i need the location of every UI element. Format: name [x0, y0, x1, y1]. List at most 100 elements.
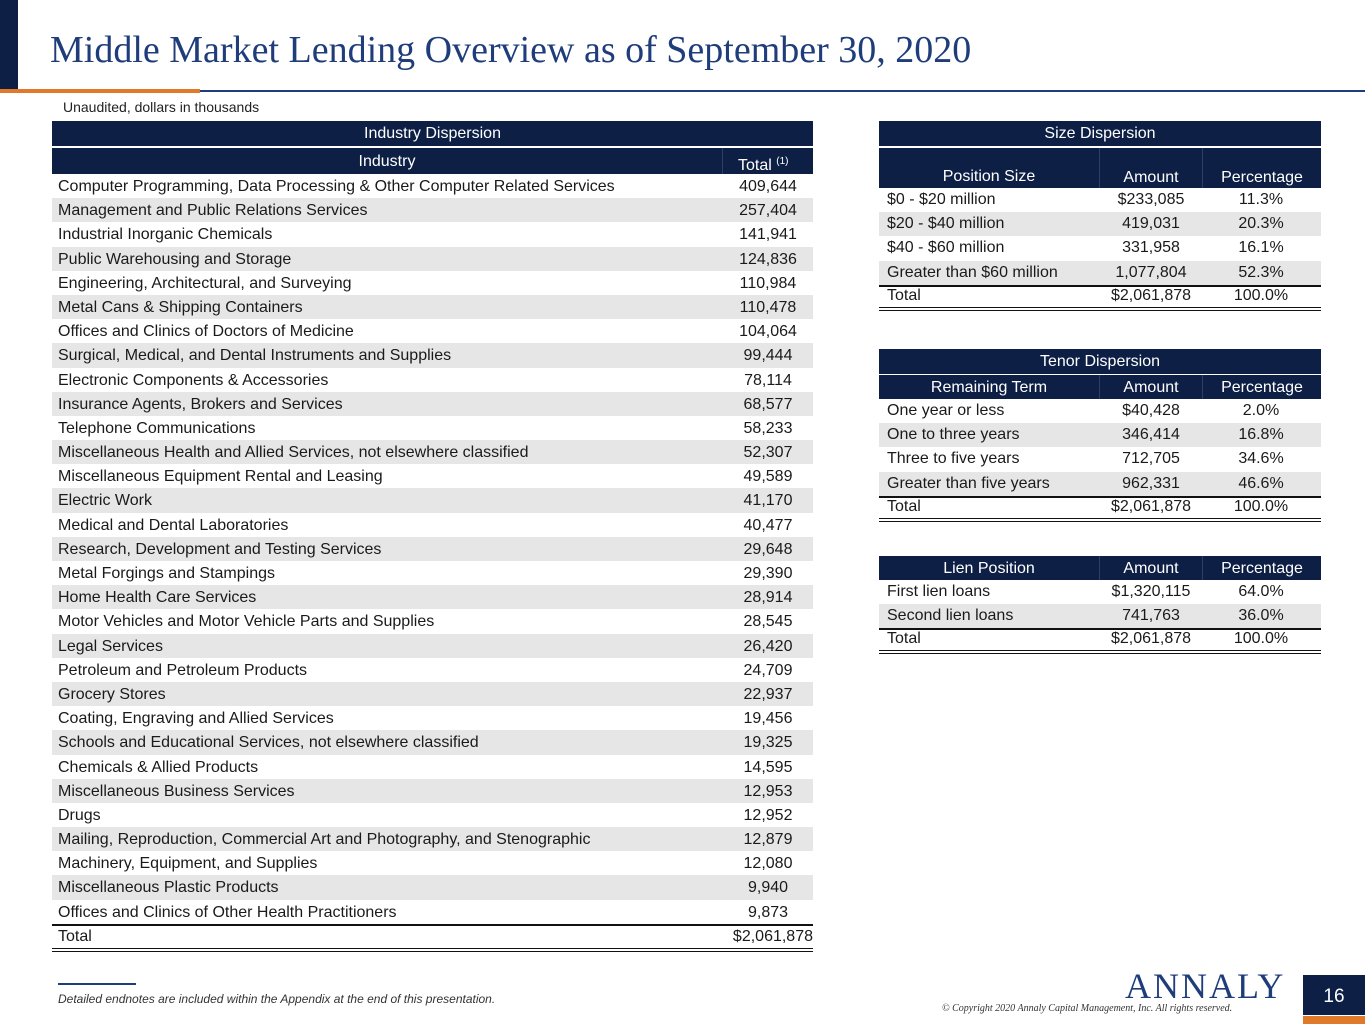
tenor-cell-percentage: 34.6% [1238, 450, 1284, 468]
industry-name: Petroleum and Petroleum Products [58, 661, 308, 679]
tenor-cell-percentage: 2.0% [1242, 402, 1280, 419]
industry-row: Management and Public Relations Services… [52, 198, 813, 223]
industry-total: 9,873 [747, 903, 789, 921]
industry-row: Engineering, Architectural, and Surveyin… [52, 271, 813, 295]
size-row: Greater than $60 million 1,077,804 52.3% [879, 260, 1321, 285]
total-header-footnote: (1) [776, 156, 789, 167]
size-cell-label: $0 - $20 million [887, 191, 996, 208]
lien-total-percentage: 100.0% [1233, 630, 1289, 648]
industry-row: Miscellaneous Business Services 12,953 [52, 778, 813, 803]
tenor-cell-amount: 346,414 [1122, 426, 1180, 444]
industry-total: 28,914 [743, 589, 793, 607]
remaining-term-header: Remaining Term [930, 379, 1048, 396]
lien-row: First lien loans $1,320,115 64.0% [879, 580, 1321, 604]
industry-name: Insurance Agents, Brokers and Services [58, 395, 343, 413]
industry-row: Miscellaneous Health and Allied Services… [52, 440, 813, 465]
industry-row: Telephone Communications 58,233 [52, 416, 813, 440]
size-cell-label: $20 - $40 million [887, 215, 1005, 233]
industry-name: Computer Programming, Data Processing & … [58, 178, 615, 195]
industry-total: 14,595 [743, 758, 793, 776]
annaly-logo: ANNALY [1125, 966, 1286, 1006]
industry-row: Motor Vehicles and Motor Vehicle Parts a… [52, 609, 813, 633]
industry-total: 12,953 [743, 782, 793, 800]
tenor-cell-amount: $40,428 [1122, 402, 1180, 419]
industry-name: Miscellaneous Plastic Products [58, 879, 279, 897]
lien-cell-amount: $1,320,115 [1111, 583, 1191, 600]
tenor-cell-label: One to three years [887, 426, 1020, 444]
tenor-cell-label: Three to five years [887, 450, 1020, 468]
industry-row: Miscellaneous Plastic Products 9,940 [52, 875, 813, 900]
tenor-total-label: Total [887, 497, 921, 515]
industry-name: Metal Cans & Shipping Containers [58, 298, 303, 316]
industry-row: Research, Development and Testing Servic… [52, 536, 813, 561]
industry-total: 29,648 [743, 540, 793, 558]
industry-total: 141,941 [739, 226, 797, 244]
industry-row: Chemicals & Allied Products 14,595 [52, 755, 813, 779]
size-cell-amount: 419,031 [1122, 215, 1180, 233]
industry-name: Mailing, Reproduction, Commercial Art an… [58, 831, 591, 849]
industry-total: 68,577 [743, 395, 793, 413]
industry-name: Industrial Inorganic Chemicals [58, 226, 273, 244]
lien-cell-label: First lien loans [887, 583, 991, 600]
industry-column-header: Industry [358, 153, 416, 170]
size-cell-amount: 1,077,804 [1115, 263, 1187, 281]
industry-row: Metal Cans & Shipping Containers 110,478 [52, 294, 813, 320]
industry-row: Metal Forgings and Stampings 29,390 [52, 561, 813, 585]
industry-total-label: Total [58, 927, 92, 945]
industry-name: Schools and Educational Services, not el… [58, 734, 479, 752]
lien-rows: First lien loans $1,320,115 64.0% Second li… [879, 580, 1321, 629]
industry-total: 409,644 [739, 178, 797, 195]
industry-name: Offices and Clinics of Doctors of Medici… [58, 323, 354, 341]
industry-dispersion-table: Industry Dispersion Industry Total (1) C… [52, 121, 813, 952]
industry-total: 40,477 [743, 516, 793, 534]
industry-row: Home Health Care Services 28,914 [52, 585, 813, 610]
tenor-amount-header: Amount [1099, 375, 1202, 399]
size-total-label: Total [887, 286, 921, 304]
industry-row: Electronic Components & Accessories 78,11… [52, 368, 813, 392]
industry-column-headers: Industry Total (1) [52, 148, 813, 174]
tenor-cell-label: One year or less [887, 402, 1005, 419]
page-number-accent [1303, 1016, 1365, 1024]
size-total-amount: $2,061,878 [1110, 286, 1192, 304]
copyright-notice: © Copyright 2020 Annaly Capital Manageme… [942, 1003, 1233, 1014]
lien-cell-label: Second lien loans [887, 607, 1014, 625]
footnote-divider [58, 983, 136, 985]
size-cell-percentage: 20.3% [1238, 215, 1284, 233]
industry-row: Legal Services 26,420 [52, 633, 813, 658]
industry-name: Miscellaneous Business Services [58, 782, 295, 800]
lien-cell-amount: 741,763 [1122, 607, 1180, 625]
tenor-column-headers: Remaining Term Amount Percentage [879, 375, 1321, 399]
industry-total: 41,170 [743, 492, 793, 510]
size-total-row: Total $2,061,878 100.0% [879, 284, 1321, 311]
lien-column-headers: Lien Position Amount Percentage [879, 556, 1321, 580]
industry-row: Petroleum and Petroleum Products 24,709 [52, 658, 813, 682]
industry-row: Grocery Stores 22,937 [52, 681, 813, 707]
tenor-cell-percentage: 46.6% [1238, 474, 1284, 492]
size-cell-label: $40 - $60 million [887, 239, 1005, 257]
industry-name: Offices and Clinics of Other Health Prac… [58, 903, 397, 921]
industry-total: 9,940 [747, 879, 789, 897]
industry-name: Research, Development and Testing Servic… [58, 540, 382, 558]
industry-total: 19,325 [743, 734, 793, 752]
lien-cell-percentage: 64.0% [1238, 583, 1284, 600]
industry-row: Mailing, Reproduction, Commercial Art an… [52, 827, 813, 852]
tenor-row: One to three years 346,414 16.8% [879, 423, 1321, 448]
industry-name: Medical and Dental Laboratories [58, 516, 289, 534]
title-divider [0, 90, 1365, 92]
size-cell-amount: 331,958 [1122, 239, 1180, 257]
industry-name: Legal Services [58, 637, 163, 655]
industry-name: Management and Public Relations Services [58, 202, 368, 220]
size-rows: $0 - $20 million $233,085 11.3% $20 - $40 m… [879, 188, 1321, 285]
title-accent-bar [0, 0, 18, 90]
industry-name: Miscellaneous Health and Allied Services… [58, 444, 529, 462]
footnote: Detailed endnotes are included within th… [58, 992, 496, 1006]
industry-total: 12,879 [743, 831, 793, 849]
industry-total: 12,080 [743, 855, 793, 873]
industry-name: Drugs [58, 806, 101, 824]
lien-cell-percentage: 36.0% [1238, 607, 1284, 625]
lien-total-amount: $2,061,878 [1110, 630, 1192, 648]
page-number: 16 [1303, 975, 1365, 1015]
industry-total: 29,390 [743, 565, 793, 582]
industry-total: 110,984 [739, 274, 797, 292]
tenor-row: Three to five years 712,705 34.6% [879, 447, 1321, 471]
